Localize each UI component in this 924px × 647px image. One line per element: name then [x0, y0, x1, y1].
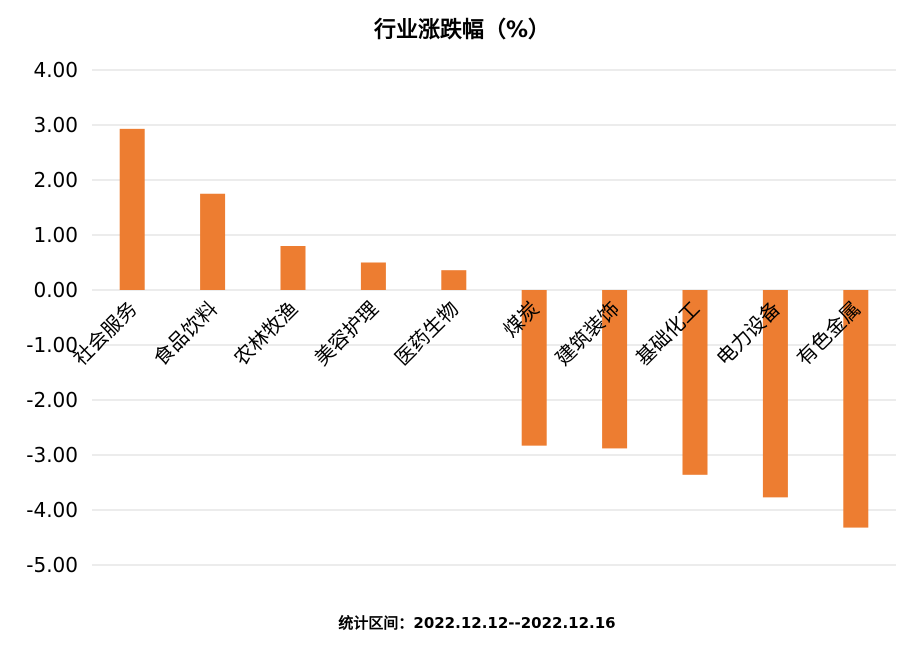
- bar: [682, 290, 708, 475]
- bar: [280, 246, 306, 290]
- x-axis-ticks: 社会服务 食品饮料 农林牧渔 美容护理 医药生物 煤炭 建筑装饰 基础化工 电力设备 有色金属: [68, 297, 865, 371]
- x-tick-label: 社会服务: [68, 297, 142, 371]
- y-tick-label: 2.00: [33, 168, 78, 192]
- gridlines: [92, 69, 896, 566]
- x-tick-label: 农林牧渔: [229, 297, 303, 371]
- y-tick-label: -1.00: [26, 333, 78, 357]
- y-tick-label: -3.00: [26, 443, 78, 467]
- y-tick-label: -4.00: [26, 498, 78, 522]
- bar: [360, 262, 386, 290]
- x-tick-label: 美容护理: [309, 297, 383, 371]
- x-tick-label: 食品饮料: [149, 297, 223, 371]
- y-axis-ticks: 4.00 3.00 2.00 1.00 0.00 -1.00 -2.00 -3.00 -4.00…: [26, 58, 78, 577]
- y-tick-label: 0.00: [33, 278, 78, 302]
- y-tick-label: -5.00: [26, 553, 78, 577]
- x-tick-label: 医药生物: [390, 297, 464, 371]
- y-tick-label: 4.00: [33, 58, 78, 82]
- bars: [119, 128, 869, 528]
- bar: [521, 290, 547, 446]
- chart-title: 行业涨跌幅（%）: [373, 18, 551, 43]
- bar: [843, 290, 869, 528]
- chart-footnote: 统计区间：2022.12.12--2022.12.16: [338, 614, 616, 632]
- y-tick-label: 3.00: [33, 113, 78, 137]
- bar: [441, 270, 467, 290]
- bar: [200, 193, 226, 290]
- y-tick-label: 1.00: [33, 223, 78, 247]
- bar: [119, 128, 145, 290]
- bar: [762, 290, 788, 498]
- bar: [602, 290, 628, 449]
- y-tick-label: -2.00: [26, 388, 78, 412]
